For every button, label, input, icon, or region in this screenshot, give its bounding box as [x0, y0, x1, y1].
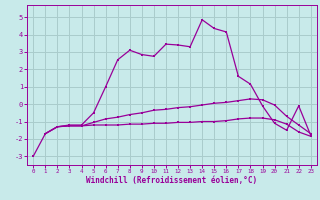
X-axis label: Windchill (Refroidissement éolien,°C): Windchill (Refroidissement éolien,°C): [86, 176, 258, 185]
